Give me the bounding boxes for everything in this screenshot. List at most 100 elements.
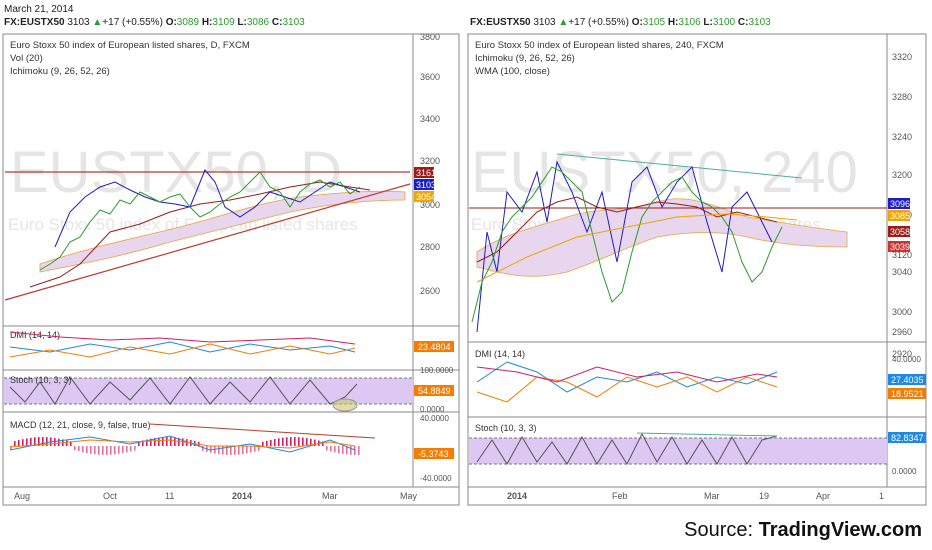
svg-text:-40.0000: -40.0000 xyxy=(420,474,452,483)
macd-bar xyxy=(278,438,280,446)
macd-bar xyxy=(286,437,288,446)
macd-bar xyxy=(42,437,44,446)
svg-text:Apr: Apr xyxy=(816,491,830,501)
macd-bar xyxy=(126,446,128,453)
macd-bar xyxy=(98,446,100,455)
macd-bar xyxy=(142,440,144,446)
time-axis: 2014 Feb Mar 19 Apr 1 xyxy=(507,491,884,501)
macd-bar xyxy=(242,446,244,455)
svg-text:2960: 2960 xyxy=(892,327,912,337)
macd-tag xyxy=(414,448,454,459)
macd-bar xyxy=(46,437,48,446)
svg-text:3400: 3400 xyxy=(420,114,440,124)
indicator-vol: Vol (20) xyxy=(10,53,43,64)
macd-bar xyxy=(34,437,36,446)
source-credit: Source: TradingView.com xyxy=(684,519,922,541)
svg-text:3000: 3000 xyxy=(420,200,440,210)
price-tag-3096 xyxy=(888,198,910,209)
stoch-tag xyxy=(414,385,454,396)
change: +17 (+0.55%) xyxy=(568,17,629,28)
macd-bar xyxy=(58,438,60,446)
svg-text:2014: 2014 xyxy=(507,491,527,501)
dmi-minus-tag xyxy=(888,388,926,399)
macd-bar xyxy=(266,440,268,446)
macd-bar xyxy=(90,446,92,454)
intraday-chart-svg[interactable]: EUSTX50, 240 Euro Stoxx 50 index of Euro… xyxy=(467,32,929,507)
support-trendline xyxy=(4,183,411,301)
svg-text:0.0000: 0.0000 xyxy=(892,467,917,476)
svg-text:May: May xyxy=(400,491,418,501)
macd-bar xyxy=(174,437,176,446)
macd-bar xyxy=(342,446,344,454)
macd-bar xyxy=(330,446,332,452)
svg-text:Aug: Aug xyxy=(14,491,30,501)
quote-line-left: FX:EUSTX50 3103 ▲+17 (+0.55%) O:3089 H:3… xyxy=(4,17,305,28)
tenkan-line xyxy=(54,169,361,248)
price-tag-3058 xyxy=(888,226,910,237)
macd-bar xyxy=(138,441,140,446)
price-tag-3161 xyxy=(414,167,434,178)
macd-bar xyxy=(18,440,20,446)
adx-line xyxy=(476,366,778,383)
last-price: 3103 xyxy=(67,17,90,28)
price-tag-3103 xyxy=(414,179,434,190)
macd-bar xyxy=(262,441,264,446)
svg-text:2800: 2800 xyxy=(420,242,440,252)
macd-bar xyxy=(210,446,212,453)
svg-text:3054: 3054 xyxy=(416,192,436,202)
svg-text:18.9521: 18.9521 xyxy=(891,389,924,399)
up-arrow-icon: ▲ xyxy=(92,17,103,28)
svg-text:3103: 3103 xyxy=(416,180,436,190)
tenkan-line xyxy=(476,160,773,333)
svg-text:3096: 3096 xyxy=(890,199,910,209)
macd-bar xyxy=(166,437,168,446)
macd-bar xyxy=(346,446,348,455)
svg-text:3280: 3280 xyxy=(892,92,912,102)
dmi-tag xyxy=(414,341,454,352)
svg-text:3039: 3039 xyxy=(890,242,910,252)
macd-bar xyxy=(274,439,276,446)
macd-bar xyxy=(254,446,256,452)
stoch-tag xyxy=(888,432,926,443)
svg-text:1: 1 xyxy=(879,491,884,501)
macd-bar xyxy=(298,437,300,446)
macd-bar xyxy=(86,446,88,454)
price-tag-3054 xyxy=(414,191,434,202)
price-tag-3085 xyxy=(888,210,910,221)
macd-bar xyxy=(110,446,112,455)
macd-bar xyxy=(250,446,252,453)
svg-text:3000: 3000 xyxy=(892,307,912,317)
watermark-sub: Euro Stoxx 50 index of European listed s… xyxy=(8,215,358,234)
indicator-ichimoku: Ichimoku (9, 26, 52, 26) xyxy=(10,66,110,77)
macd-bar xyxy=(218,446,220,455)
svg-text:3240: 3240 xyxy=(892,132,912,142)
svg-text:40.0000: 40.0000 xyxy=(420,414,449,423)
macd-bar xyxy=(222,446,224,455)
macd-bar xyxy=(170,437,172,446)
indicator-wma: WMA (100, close) xyxy=(475,66,550,77)
svg-text:11: 11 xyxy=(165,491,174,501)
macd-bar xyxy=(78,446,80,452)
macd-bar xyxy=(358,446,360,455)
macd-bar xyxy=(130,446,132,452)
svg-text:100.0000: 100.0000 xyxy=(420,366,454,375)
macd-bar xyxy=(314,439,316,446)
chart-panel-daily[interactable]: EUSTX50, D Euro Stoxx 50 index of Europe… xyxy=(0,32,462,507)
symbol: FX:EUSTX50 xyxy=(4,17,65,28)
ichimoku-cloud xyxy=(39,190,406,273)
macd-bar xyxy=(306,438,308,446)
chart-title: Euro Stoxx 50 index of European listed s… xyxy=(10,40,250,51)
macd-histogram xyxy=(10,437,360,455)
macd-bar xyxy=(38,437,40,446)
macd-bar xyxy=(322,441,324,446)
svg-text:-5.3743: -5.3743 xyxy=(418,449,449,459)
stoch-highlight xyxy=(332,398,358,412)
daily-chart-svg[interactable]: EUSTX50, D Euro Stoxx 50 index of Europe… xyxy=(0,32,462,507)
macd-bar xyxy=(334,446,336,453)
macd-bar xyxy=(102,446,104,455)
macd-bar xyxy=(226,446,228,455)
macd-bar xyxy=(202,446,204,451)
price-tag-3039 xyxy=(888,241,910,252)
indicator-ichimoku: Ichimoku (9, 26, 52, 26) xyxy=(475,53,575,64)
chart-panel-240[interactable]: EUSTX50, 240 Euro Stoxx 50 index of Euro… xyxy=(467,32,929,507)
